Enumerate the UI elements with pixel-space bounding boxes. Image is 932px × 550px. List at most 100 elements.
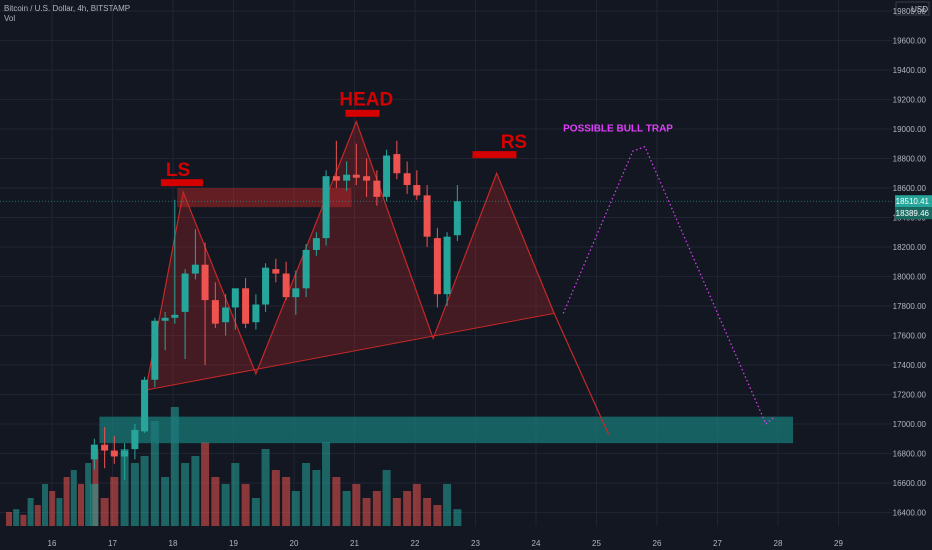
- neckline: [145, 312, 555, 391]
- candle-body: [131, 429, 139, 450]
- candle-body: [343, 174, 351, 181]
- price-tick-label: 17400.00: [893, 361, 927, 370]
- head-label: HEAD: [339, 89, 393, 110]
- candle-body: [413, 185, 421, 196]
- volume-bar: [332, 477, 341, 526]
- volume-bar: [352, 484, 361, 526]
- price-tick-label: 19600.00: [893, 37, 927, 46]
- price-tick-label: 17600.00: [893, 332, 927, 341]
- chart-header: Bitcoin / U.S. Dollar, 4h, BITSTAMP Vol: [4, 4, 130, 24]
- price-tick-label: 19200.00: [893, 96, 927, 105]
- volume-bar: [291, 491, 300, 526]
- candle-body: [332, 176, 340, 181]
- candle-body: [201, 264, 209, 301]
- volume-bar: [181, 463, 190, 526]
- volume-bar: [191, 456, 200, 526]
- time-tick-label: 19: [229, 539, 238, 548]
- candle-body: [352, 174, 360, 178]
- volume-bar: [271, 470, 280, 526]
- pattern-fill: [145, 121, 555, 391]
- volume-bar: [433, 505, 442, 526]
- candle-body: [231, 288, 239, 308]
- volume-bar: [110, 477, 119, 526]
- volume-bar: [170, 407, 179, 526]
- volume-bar: [42, 484, 48, 526]
- symbol-title[interactable]: Bitcoin / U.S. Dollar, 4h, BITSTAMP: [4, 4, 131, 13]
- candle-body: [181, 273, 189, 312]
- support-zone: [99, 416, 794, 444]
- volume-bar: [34, 505, 41, 526]
- volume-bar: [382, 470, 391, 526]
- volume-bar: [56, 498, 63, 526]
- price-tick-label: 17000.00: [893, 420, 927, 429]
- time-tick-label: 16: [48, 539, 57, 548]
- volume-bar: [412, 484, 421, 526]
- candle-body: [211, 300, 219, 324]
- currency-box: [895, 1, 930, 16]
- candle-body: [151, 320, 159, 380]
- time-tick-label: 17: [108, 539, 117, 548]
- volume-bar: [120, 449, 129, 526]
- time-tick-label: 23: [471, 539, 480, 548]
- time-tick-label: 29: [834, 539, 843, 548]
- volume-bar: [302, 463, 311, 526]
- time-tick-label: 26: [653, 539, 662, 548]
- volume-bar: [90, 484, 99, 526]
- label-tag: [472, 151, 517, 159]
- time-tick-label: 21: [350, 539, 359, 548]
- candle-body: [403, 173, 411, 186]
- volume-bar: [161, 477, 170, 526]
- candle-body: [453, 201, 461, 236]
- head-and-shoulders-pattern: [145, 109, 776, 435]
- volume-bar: [20, 514, 27, 526]
- time-axis[interactable]: 16 17 18 19 20 21 22 23 24 25 26 27 28 29: [0, 534, 932, 550]
- time-tick-label: 27: [713, 539, 722, 548]
- volume-bar: [78, 484, 84, 526]
- price-tick-label: 17200.00: [893, 391, 927, 400]
- volume-bar: [443, 484, 452, 526]
- candle-body: [282, 273, 290, 298]
- price-tick-label: 19000.00: [893, 125, 927, 134]
- candle-body: [373, 180, 381, 197]
- volume-bar: [372, 491, 381, 526]
- second-price-badge: [895, 207, 932, 220]
- label-tag: [160, 179, 203, 187]
- last-price-badge: [895, 195, 932, 208]
- volume-bar: [211, 477, 220, 526]
- projection-line: [553, 313, 610, 435]
- ls-box: [177, 188, 352, 208]
- price-tick-label: 19800.00: [893, 7, 927, 16]
- pattern-outline: [145, 119, 555, 391]
- candle-body: [110, 450, 118, 457]
- volume-bar: [201, 442, 210, 526]
- candle-body: [302, 249, 310, 289]
- volume-bar: [392, 498, 401, 526]
- price-axis-bg: [892, 0, 932, 550]
- time-tick-label: 18: [169, 539, 178, 548]
- volume-bar: [342, 491, 351, 526]
- time-tick-label: 24: [532, 539, 541, 548]
- volume-bar: [312, 470, 321, 526]
- candle-body: [292, 288, 300, 298]
- candle-body: [191, 264, 199, 274]
- time-tick-label: 22: [411, 539, 420, 548]
- candle-body: [272, 269, 280, 274]
- price-tick-label: 16600.00: [893, 479, 927, 488]
- volume-bar: [63, 477, 70, 526]
- volume-bar: [150, 421, 159, 526]
- bull-trap-path: [562, 145, 776, 425]
- volume-indicator-label[interactable]: Vol: [4, 14, 16, 23]
- ls-label: LS: [166, 160, 190, 181]
- candle-body: [242, 288, 250, 324]
- volume-bar: [403, 491, 412, 526]
- rs-label: RS: [501, 132, 527, 153]
- time-tick-label: 28: [774, 539, 783, 548]
- price-tick-label: 19400.00: [893, 66, 927, 75]
- volume-bar: [85, 463, 92, 526]
- volume-bar: [140, 456, 149, 526]
- second-price-label: 18389.46: [896, 209, 930, 218]
- price-tick-label: 16400.00: [893, 509, 927, 518]
- price-tick-label: 18000.00: [893, 273, 927, 282]
